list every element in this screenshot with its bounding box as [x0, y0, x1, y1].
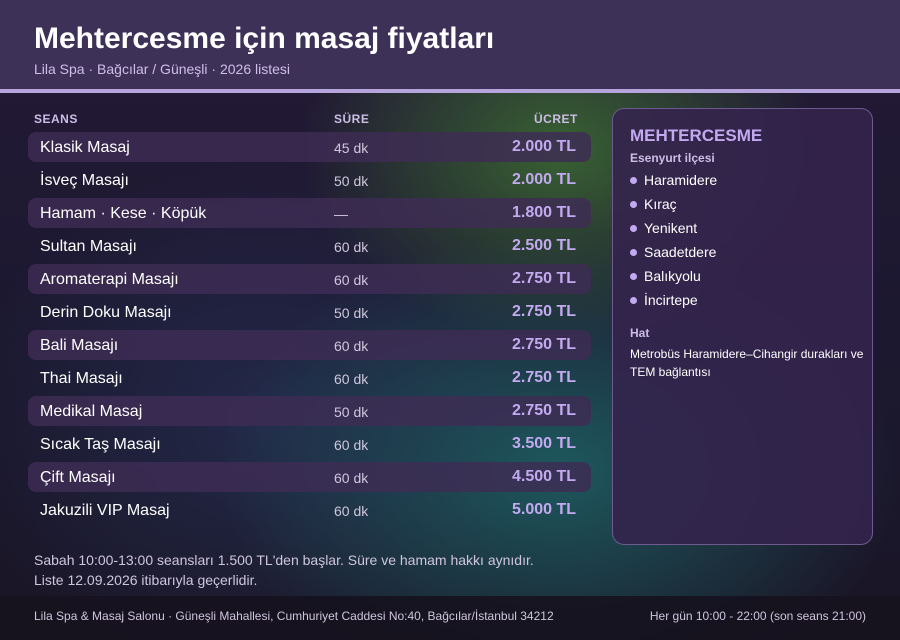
bullet-icon: [630, 273, 637, 280]
service-name: Thai Masajı: [40, 370, 123, 387]
service-price: 2.750 TL: [511, 270, 576, 287]
service-name: Derin Doku Masajı: [40, 304, 172, 321]
table-row: Çift Masajı 60 dk 4.500 TL: [28, 462, 591, 492]
service-price: 5.000 TL: [511, 501, 576, 518]
list-item: Saadetdere: [630, 242, 717, 266]
service-name: Aromaterapi Masajı: [40, 271, 179, 288]
list-item: Kıraç: [630, 194, 717, 218]
service-duration: 50 dk: [334, 404, 369, 420]
service-duration: 60 dk: [334, 371, 369, 387]
service-price: 1.800 TL: [511, 204, 576, 221]
service-price: 2.750 TL: [511, 402, 576, 419]
service-name: Jakuzili VIP Masaj: [40, 502, 170, 519]
table-row: Klasik Masaj 45 dk 2.000 TL: [28, 132, 591, 162]
service-price: 2.750 TL: [511, 336, 576, 353]
header-divider: [0, 89, 900, 93]
page-subtitle: Lila Spa · Bağcılar / Güneşli · 2026 lis…: [34, 61, 291, 77]
page-footer: Lila Spa & Masaj Salonu · Güneşli Mahall…: [0, 596, 900, 640]
service-price: 2.750 TL: [511, 369, 576, 386]
column-header-price: ÜCRET: [534, 112, 578, 126]
service-name: Sultan Masajı: [40, 238, 137, 255]
neighborhood-name: Haramidere: [644, 172, 718, 188]
list-item: Balıkyolu: [630, 266, 717, 290]
footer-hours: Her gün 10:00 - 22:00 (son seans 21:00): [649, 609, 866, 623]
service-duration: 60 dk: [334, 272, 369, 288]
service-price: 2.500 TL: [511, 237, 576, 254]
bullet-icon: [630, 201, 637, 208]
panel-title: MEHTERCESME: [630, 126, 763, 145]
table-row: Jakuzili VIP Masaj 60 dk 5.000 TL: [28, 495, 591, 525]
neighborhood-name: Balıkyolu: [644, 268, 701, 284]
transit-label: Hat: [630, 326, 650, 340]
column-header-duration: SÜRE: [334, 112, 370, 126]
transit-text: Metrobüs Haramidere–Cihangir durakları v…: [630, 347, 864, 379]
table-row: İsveç Masajı 50 dk 2.000 TL: [28, 165, 591, 195]
table-row: Sultan Masajı 60 dk 2.500 TL: [28, 231, 591, 261]
table-row: Thai Masajı 60 dk 2.750 TL: [28, 363, 591, 393]
service-price: 4.500 TL: [511, 468, 576, 485]
service-duration: 50 dk: [334, 173, 369, 189]
table-row: Hamam · Kese · Köpük — 1.800 TL: [28, 198, 591, 228]
neighborhood-name: İncirtepe: [644, 292, 698, 308]
footer-address: Lila Spa & Masaj Salonu · Güneşli Mahall…: [34, 609, 554, 623]
list-item: Yenikent: [630, 218, 717, 242]
table-row: Derin Doku Masajı 50 dk 2.750 TL: [28, 297, 591, 327]
bullet-icon: [630, 249, 637, 256]
service-duration: —: [334, 206, 348, 222]
neighborhood-name: Yenikent: [644, 220, 698, 236]
service-duration: 60 dk: [334, 338, 369, 354]
table-row: Aromaterapi Masajı 60 dk 2.750 TL: [28, 264, 591, 294]
service-duration: 45 dk: [334, 140, 369, 156]
page-title: Mehtercesme için masaj fiyatları: [34, 22, 495, 55]
service-name: Çift Masajı: [40, 469, 116, 486]
column-header-session: SEANS: [34, 112, 78, 126]
list-item: İncirtepe: [630, 290, 717, 314]
service-duration: 60 dk: [334, 437, 369, 453]
table-row: Medikal Masaj 50 dk 2.750 TL: [28, 396, 591, 426]
district-label: Esenyurt ilçesi: [630, 151, 715, 165]
service-name: Klasik Masaj: [40, 139, 130, 156]
service-price: 3.500 TL: [511, 435, 576, 452]
service-duration: 60 dk: [334, 503, 369, 519]
service-duration: 60 dk: [334, 470, 369, 486]
service-name: Medikal Masaj: [40, 403, 143, 420]
note-validity: Liste 12.09.2026 itibarıyla geçerlidir.: [34, 572, 258, 588]
neighborhood-list: Haramidere Kıraç Yenikent Saadetdere Bal…: [630, 170, 717, 314]
service-price: 2.750 TL: [511, 303, 576, 320]
service-duration: 50 dk: [334, 305, 369, 321]
service-name: Sıcak Taş Masajı: [40, 436, 161, 453]
price-table: Klasik Masaj 45 dk 2.000 TL İsveç Masajı…: [28, 132, 591, 528]
service-duration: 60 dk: [334, 239, 369, 255]
neighborhood-name: Saadetdere: [644, 244, 717, 260]
location-panel: MEHTERCESME Esenyurt ilçesi Haramidere K…: [612, 108, 873, 545]
bullet-icon: [630, 177, 637, 184]
service-name: Hamam · Kese · Köpük: [40, 205, 207, 222]
note-morning: Sabah 10:00-13:00 seansları 1.500 TL'den…: [34, 552, 534, 568]
table-row: Bali Masajı 60 dk 2.750 TL: [28, 330, 591, 360]
service-price: 2.000 TL: [511, 138, 576, 155]
bullet-icon: [630, 225, 637, 232]
list-item: Haramidere: [630, 170, 717, 194]
table-row: Sıcak Taş Masajı 60 dk 3.500 TL: [28, 429, 591, 459]
service-price: 2.000 TL: [511, 171, 576, 188]
neighborhood-name: Kıraç: [644, 196, 677, 212]
service-name: Bali Masajı: [40, 337, 119, 354]
service-name: İsveç Masajı: [40, 172, 129, 189]
page-header: Mehtercesme için masaj fiyatları Lila Sp…: [0, 0, 900, 89]
bullet-icon: [630, 297, 637, 304]
